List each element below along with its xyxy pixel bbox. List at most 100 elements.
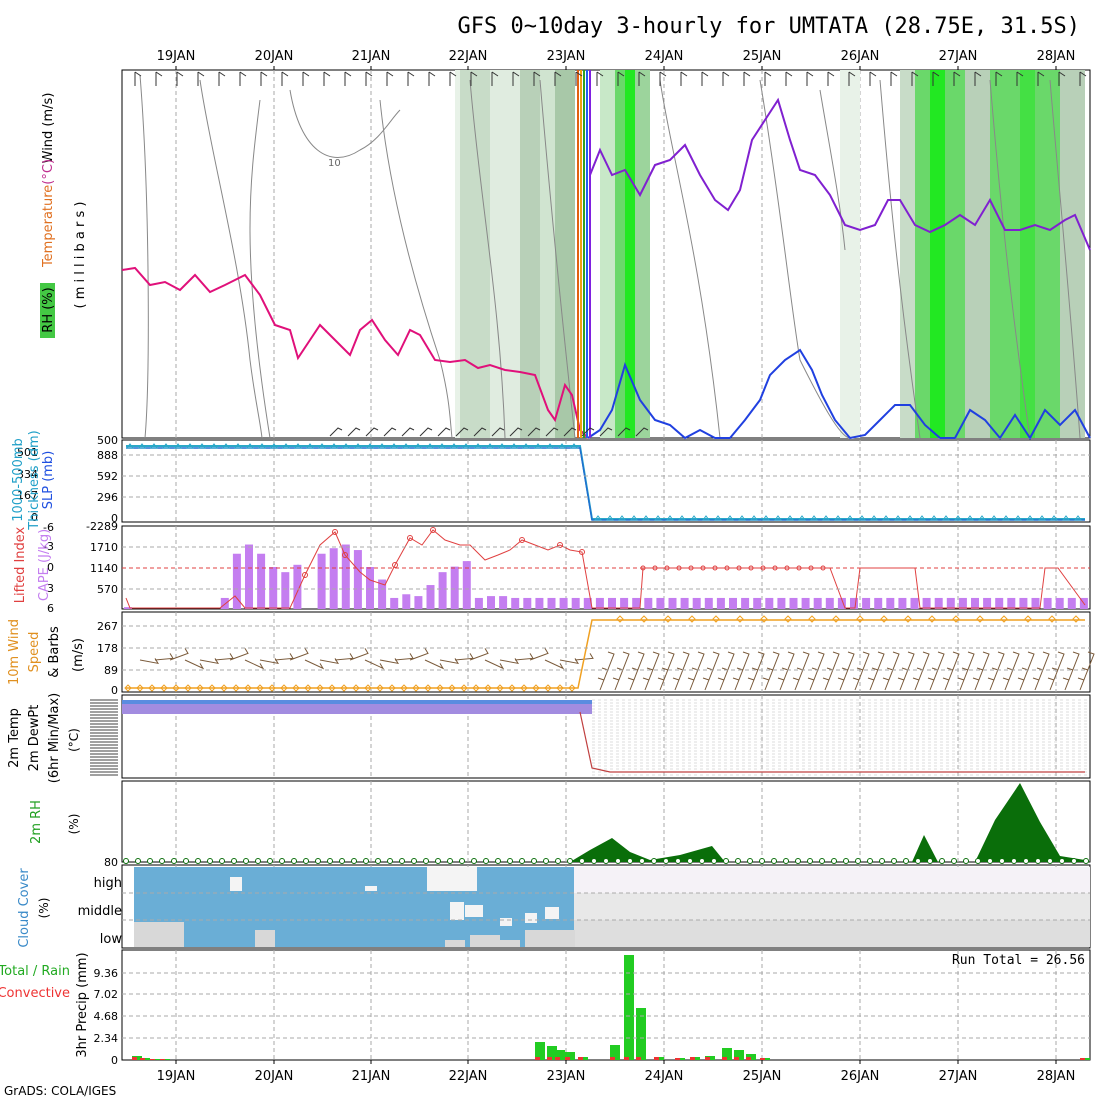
profile-barb — [995, 71, 1003, 86]
profile-barb-bottom — [599, 427, 613, 437]
thickness-marker — [210, 443, 218, 449]
wind-marker — [412, 684, 420, 692]
cape-bar — [245, 544, 253, 609]
rh-marker — [399, 858, 405, 864]
temp-dash-lines — [90, 699, 1090, 776]
rh-marker — [423, 858, 429, 864]
precip-bar-conv — [535, 1057, 540, 1060]
profile-barb-bottom — [563, 427, 577, 437]
li-marker — [302, 572, 308, 578]
profile-barb — [743, 71, 751, 86]
wind-barb — [897, 651, 915, 691]
wind-marker — [280, 684, 288, 692]
precip-tick: 0 — [111, 1054, 118, 1067]
thickness-marker — [318, 443, 326, 449]
thickness-marker — [918, 515, 926, 521]
thickness-marker — [534, 443, 542, 449]
date-label-top: 28JAN — [1037, 49, 1076, 64]
wind-marker — [508, 684, 516, 692]
cape-bar — [547, 597, 556, 609]
precip-bar-conv — [555, 1057, 560, 1060]
cape-bar — [789, 597, 798, 609]
slp-tick: 0 — [111, 512, 118, 525]
precip-bar-conv — [140, 1058, 145, 1060]
cloud-ylabels: Cloud Cover (%) — [17, 868, 51, 948]
contour-line — [989, 79, 1031, 439]
rh-band — [840, 70, 860, 438]
thickness-ylabels: 1000-500mb Thickness (dm) SLP (mb) — [11, 430, 56, 530]
date-label-bottom: 23JAN — [547, 1069, 586, 1084]
rh-marker — [291, 858, 297, 864]
thickness-marker — [870, 515, 878, 521]
chart-title: GFS 0~10day 3-hourly for UMTATA (28.75E,… — [457, 14, 1080, 39]
cape-bar — [329, 548, 338, 609]
cape-bars — [124, 544, 1088, 609]
li-tick: 0 — [47, 561, 54, 574]
wind-marker — [856, 615, 864, 623]
rh-marker — [807, 858, 813, 864]
thickness-marker — [702, 515, 710, 521]
precip-bar-conv — [690, 1057, 695, 1060]
top-date-axis: 19JAN 20JAN 21JAN 22JAN 23JAN 24JAN 25JAN 26JAN… — [157, 49, 1076, 70]
profile-barb — [1016, 71, 1024, 86]
cloud-panel: high middle low — [78, 867, 1090, 947]
thickness-marker — [714, 515, 722, 521]
precip-bar-total — [565, 1052, 575, 1060]
precip-tick: 9.36 — [94, 967, 119, 980]
date-label-top: 23JAN — [547, 49, 586, 64]
cape-bar — [595, 597, 604, 609]
cloud-middle-empty — [574, 893, 1090, 920]
cloud-gap — [230, 877, 242, 891]
rh-marker — [771, 858, 777, 864]
date-label-top: 20JAN — [255, 49, 294, 64]
cape-bar — [1067, 597, 1076, 609]
contour-line — [139, 74, 149, 439]
cape-bar — [1019, 597, 1028, 609]
cape-tick: 1710 — [90, 541, 118, 554]
thickness-marker — [150, 443, 158, 449]
precip-bar-conv — [132, 1057, 137, 1060]
panel-frame — [121, 611, 1091, 693]
cape-bar — [462, 561, 471, 609]
cape-bar — [317, 553, 326, 609]
cloud-gap — [450, 902, 464, 920]
thickness-marker — [786, 515, 794, 521]
cape-panel: -6 -3 0 3 6 1710 1140 570 — [43, 521, 1090, 615]
li-marker — [332, 529, 338, 535]
precip-bar-total — [535, 1042, 545, 1060]
wind-marker — [520, 684, 528, 692]
thickness-marker — [906, 515, 914, 521]
precip-bar-total — [624, 955, 634, 1060]
thickness-marker — [258, 443, 266, 449]
wind-ylabels: 10m Wind Speed & Barbs (m/s) — [7, 619, 86, 685]
thickness-marker — [222, 443, 230, 449]
wind-marker — [268, 684, 276, 692]
cape-bar — [765, 597, 774, 609]
temperature-line — [121, 266, 589, 439]
wind-marker — [760, 615, 768, 623]
wind-marker — [1048, 615, 1056, 623]
thickness-marker — [1038, 515, 1046, 521]
rh-area — [122, 783, 1090, 862]
cape-bar — [825, 597, 834, 609]
profile-barb — [764, 71, 772, 86]
precip-panel: 9.36 7.02 4.68 2.34 0 Run Total = 26.56 — [94, 953, 1090, 1067]
wind-barb — [364, 659, 385, 670]
wind-tick: 0 — [111, 684, 118, 697]
rh-marker — [927, 858, 933, 864]
panel-frame — [121, 439, 1091, 523]
precip-bar-total — [610, 1045, 620, 1060]
contour-line — [289, 89, 401, 158]
precip-bar-conv — [636, 1057, 641, 1060]
date-label-top: 27JAN — [939, 49, 978, 64]
thickness-marker — [270, 443, 278, 449]
rh-marker — [471, 858, 477, 864]
rh-marker — [1011, 858, 1017, 864]
date-label-bottom: 20JAN — [255, 1069, 294, 1084]
thickness-marker — [834, 515, 842, 521]
precip-bar-conv — [1080, 1058, 1085, 1060]
precip-bar-total — [555, 1050, 565, 1060]
rh-marker — [351, 858, 357, 864]
profile-barb — [1037, 71, 1045, 86]
rh-marker — [939, 858, 945, 864]
